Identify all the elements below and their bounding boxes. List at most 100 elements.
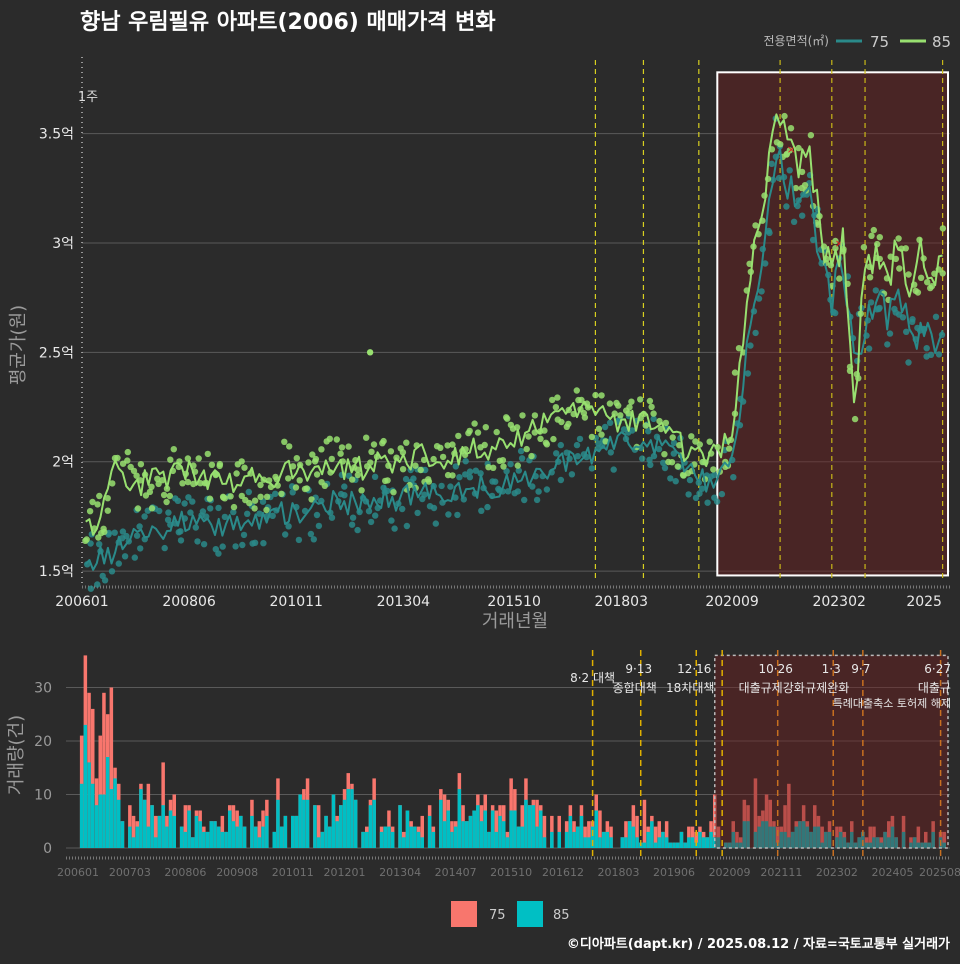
- volume-bar-85: [835, 837, 839, 848]
- volume-bar-85: [813, 826, 817, 848]
- price-point-75: [588, 465, 596, 472]
- price-x-tick-label: 202009: [705, 594, 758, 610]
- price-point-85: [493, 428, 500, 436]
- volume-bar-85: [228, 810, 232, 848]
- volume-bar-85: [779, 831, 784, 848]
- price-x-tick-label: 200806: [162, 594, 216, 610]
- price-point-75: [207, 505, 214, 512]
- price-point-75: [371, 473, 379, 480]
- price-point-75: [349, 514, 357, 521]
- volume-bar-85: [150, 805, 154, 848]
- price-point-85: [662, 419, 670, 427]
- legend-bottom-label-85: 85: [553, 908, 570, 923]
- price-point-85: [137, 461, 145, 468]
- volume-bar-85: [746, 821, 750, 848]
- volume-policy-label: 대출규제강화: [739, 681, 805, 695]
- price-point-85: [646, 397, 654, 405]
- volume-bar-75: [102, 692, 106, 848]
- price-point-85: [836, 275, 843, 282]
- price-point-75: [478, 507, 485, 514]
- price-point-75: [553, 450, 560, 457]
- price-point-85: [606, 400, 614, 407]
- price-point-85: [892, 255, 900, 263]
- volume-bar-85: [135, 826, 139, 848]
- volume-bar-85: [198, 821, 202, 848]
- volume-bar-85: [113, 778, 117, 848]
- volume-bar-75: [753, 778, 758, 848]
- price-point-85: [543, 441, 551, 448]
- volume-bar-85: [120, 821, 125, 848]
- volume-plot: 8·2 대책 9·13 종합대책 12·16 18차대책 10·26 대출규제강화 1·3 규제…: [6, 650, 960, 879]
- volume-x-tick-label: 201201: [324, 866, 366, 879]
- price-point-85: [148, 505, 156, 512]
- price-point-75: [639, 455, 646, 462]
- price-x-tick-label: 202302: [812, 594, 865, 610]
- price-line-75: [84, 147, 944, 571]
- price-point-85: [154, 475, 161, 482]
- volume-bar-85: [850, 831, 854, 848]
- price-point-85: [439, 453, 447, 461]
- price-point-85: [474, 429, 482, 436]
- price-point-85: [626, 404, 633, 411]
- volume-bar-85: [365, 831, 369, 848]
- price-point-85: [221, 495, 228, 502]
- price-point-75: [240, 531, 248, 539]
- price-point-85: [206, 495, 214, 502]
- price-point-85: [425, 478, 433, 485]
- volume-bar-85: [402, 837, 406, 848]
- price-x-tick-label: 200601: [55, 594, 108, 610]
- price-point-75: [136, 523, 143, 530]
- volume-bar-85: [205, 831, 210, 848]
- volume-x-tick-label: 201803: [598, 866, 640, 879]
- price-point-75: [518, 455, 526, 462]
- price-point-85: [303, 485, 310, 492]
- volume-x-ticks: 200601 200703 200806 200908 201011 201201 2013…: [57, 866, 960, 879]
- price-point-85: [471, 420, 478, 427]
- volume-bar-85: [535, 826, 539, 848]
- price-point-75: [923, 345, 930, 352]
- price-point-75: [865, 345, 873, 352]
- price-point-75: [367, 518, 375, 526]
- price-point-75: [607, 449, 614, 456]
- price-point-85: [503, 414, 510, 421]
- price-point-75: [543, 486, 551, 493]
- volume-bar-85: [909, 842, 913, 848]
- volume-bar-85: [283, 815, 288, 848]
- volume-x-tick-label: 201304: [379, 866, 421, 879]
- price-point-75: [704, 499, 711, 506]
- volume-bar-85: [272, 831, 276, 848]
- volume-bar-85: [524, 799, 528, 848]
- price-point-85: [412, 462, 419, 469]
- price-point-85: [851, 415, 859, 423]
- volume-x-tick-label: 200908: [216, 866, 258, 879]
- volume-bar-85: [483, 810, 487, 848]
- price-point-85: [417, 466, 424, 474]
- volume-bar-85: [383, 826, 387, 848]
- price-point-85: [876, 234, 883, 241]
- volume-policy-label: 대출규: [918, 681, 951, 695]
- volume-y-ticks: 0 10 20 30: [34, 680, 52, 857]
- price-point-85: [537, 435, 544, 442]
- price-point-75: [718, 490, 726, 498]
- volume-bar-85: [461, 821, 465, 848]
- price-point-85: [184, 478, 192, 486]
- volume-bar-85: [672, 842, 676, 848]
- volume-y-tick-label: 20: [34, 734, 52, 750]
- price-point-75: [245, 488, 252, 496]
- price-y-tick-label: 2억: [52, 455, 74, 471]
- price-point-75: [251, 539, 259, 546]
- price-point-85: [227, 493, 234, 500]
- volume-bar-75: [820, 826, 824, 848]
- price-point-75: [832, 309, 839, 317]
- price-point-75: [289, 489, 296, 496]
- price-point-75: [927, 351, 935, 358]
- price-point-85: [305, 459, 312, 466]
- price-point-85: [130, 467, 138, 475]
- volume-bar-85: [783, 831, 787, 848]
- price-point-75: [230, 508, 237, 516]
- price-point-75: [768, 160, 775, 167]
- price-point-85: [241, 464, 248, 471]
- volume-x-tick-label: 201612: [542, 866, 584, 879]
- price-point-85: [870, 226, 877, 234]
- price-point-75: [610, 466, 617, 473]
